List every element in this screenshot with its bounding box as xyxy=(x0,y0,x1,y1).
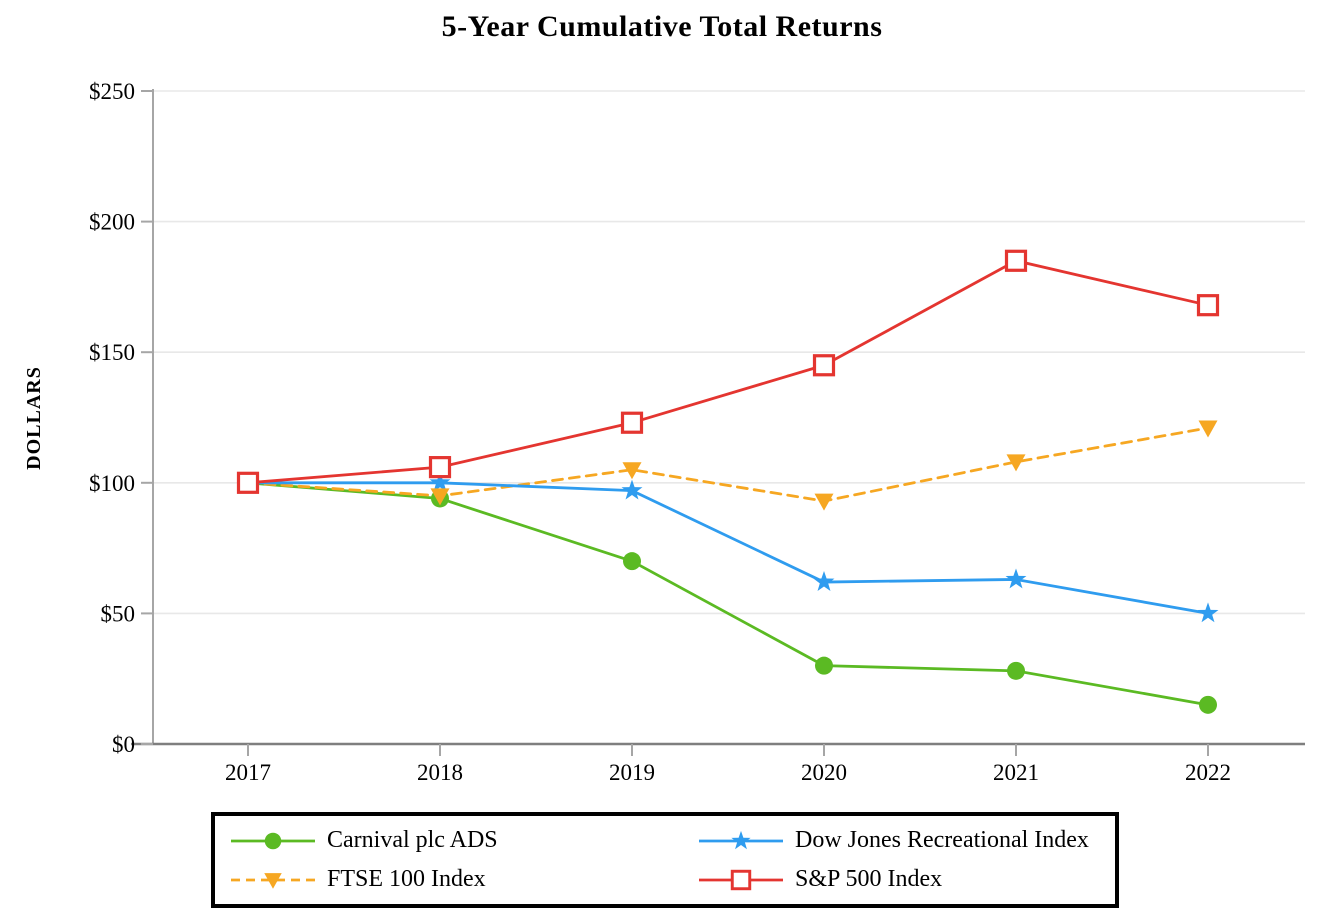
triangle-down-marker xyxy=(622,462,642,480)
x-tick-label: 2020 xyxy=(801,760,847,785)
legend-item: Carnival plc ADS xyxy=(229,821,697,860)
legend-marker-circle xyxy=(231,832,315,849)
series-line xyxy=(246,481,1210,707)
line-chart-plot-area: $0 $50 $100 $150 $200 $250 2017 2018 2019 2020 202… xyxy=(23,79,1305,785)
x-tick-label: 2021 xyxy=(993,760,1039,785)
square-open-marker xyxy=(236,471,260,494)
square-open-marker xyxy=(1196,294,1220,317)
circle-marker xyxy=(264,832,282,849)
triangle-down-marker xyxy=(264,872,282,889)
y-tick-label: $50 xyxy=(101,601,136,626)
legend-item: FTSE 100 Index xyxy=(229,860,697,899)
triangle-down-marker xyxy=(1198,420,1218,438)
legend-item: Dow Jones Recreational Index xyxy=(697,821,1115,860)
circle-marker xyxy=(1199,695,1217,714)
circle-marker xyxy=(815,656,833,675)
legend-label: S&P 500 Index xyxy=(795,866,943,892)
legend-label: Dow Jones Recreational Index xyxy=(795,827,1089,853)
square-open-marker xyxy=(1004,249,1028,272)
y-tick-label: $250 xyxy=(89,79,135,104)
legend-marker-triangle-down xyxy=(231,872,315,889)
series-line xyxy=(246,426,1210,503)
legend-item: S&P 500 Index xyxy=(697,860,1115,899)
circle-marker xyxy=(623,552,641,571)
chart-title: 5-Year Cumulative Total Returns xyxy=(441,10,883,43)
square-open-marker xyxy=(620,411,644,434)
y-tick-label: $100 xyxy=(89,471,135,496)
chart-legend: Carnival plc ADS Dow Jones Recreational I… xyxy=(211,812,1119,908)
square-open-marker xyxy=(730,869,752,890)
legend-label: FTSE 100 Index xyxy=(327,866,486,892)
y-tick-label: $200 xyxy=(89,210,135,235)
y-tick-label: $150 xyxy=(89,340,135,365)
triangle-down-marker xyxy=(1006,454,1026,472)
star-marker xyxy=(813,571,835,591)
triangle-down-marker xyxy=(814,493,834,511)
star-marker xyxy=(1005,568,1027,589)
x-tick-label: 2022 xyxy=(1185,760,1231,785)
triangle-down-marker xyxy=(430,488,450,506)
series-line xyxy=(246,481,1210,615)
square-open-marker xyxy=(428,456,452,479)
circle-marker xyxy=(1007,661,1025,680)
x-tick-label: 2017 xyxy=(225,760,271,785)
legend-marker-star xyxy=(699,830,783,849)
star-marker xyxy=(731,830,751,849)
square-open-marker xyxy=(812,354,836,377)
legend-label: Carnival plc ADS xyxy=(327,827,498,853)
legend-marker-square-open xyxy=(699,869,783,890)
series-line xyxy=(246,259,1210,485)
star-marker xyxy=(1197,602,1219,623)
star-marker xyxy=(621,479,643,500)
star-marker xyxy=(429,471,451,492)
y-tick-label: $0 xyxy=(112,732,135,757)
x-tick-label: 2019 xyxy=(609,760,655,785)
y-axis-title: DOLLARS xyxy=(23,366,45,470)
x-tick-label: 2018 xyxy=(417,760,463,785)
